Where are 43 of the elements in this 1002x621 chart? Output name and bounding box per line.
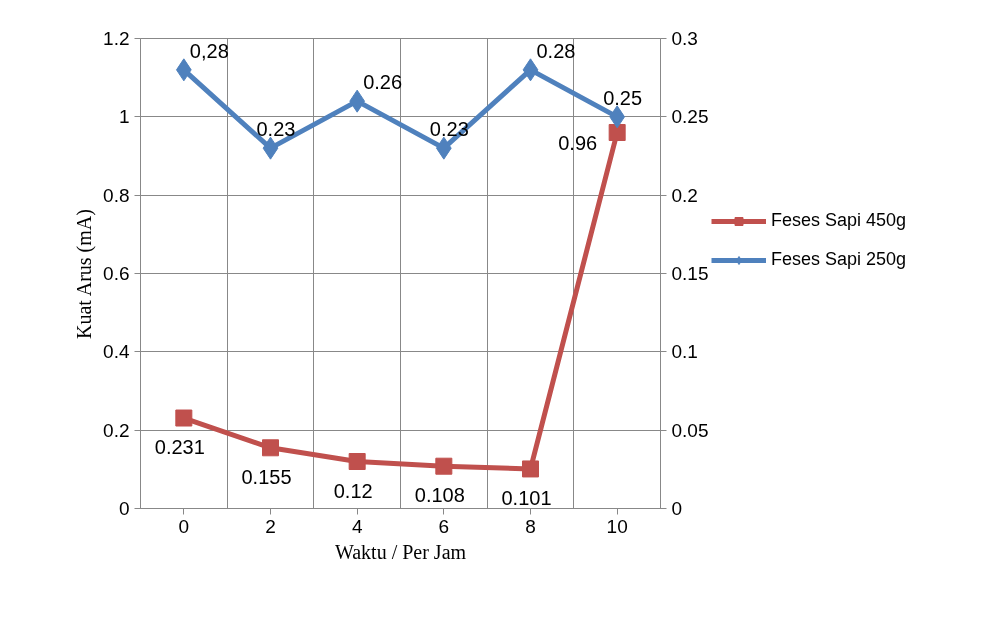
- y-tick-label: 0.8: [103, 184, 130, 206]
- y2-tick-label: 0.1: [671, 341, 698, 363]
- point: [522, 58, 539, 82]
- data-label: 0.12: [333, 479, 373, 502]
- x-tick-label: 8: [525, 515, 536, 537]
- point: [348, 453, 366, 470]
- data-label: 0.96: [558, 131, 598, 154]
- y-axis-title: Kuat Arus (mA): [73, 209, 97, 340]
- data-label: 0.28: [536, 39, 576, 62]
- y-tick-label: 0: [118, 498, 130, 519]
- data-label: 0,28: [189, 39, 229, 62]
- data-label: 0.108: [414, 484, 465, 507]
- point: [522, 460, 539, 478]
- data-label: 0.23: [256, 118, 296, 141]
- data-label: 0.101: [501, 486, 552, 509]
- y-tick-label: 1.2: [103, 28, 130, 49]
- y-tick-label: 0.2: [103, 419, 130, 441]
- point: [435, 457, 453, 475]
- x-tick-label: 6: [438, 515, 450, 537]
- legend-label: Feses Sapi 450g: [771, 210, 907, 231]
- data-label: 0.155: [241, 465, 292, 488]
- y2-tick-label: 0.05: [671, 419, 709, 441]
- x-tick-label: 4: [351, 515, 363, 537]
- point: [175, 409, 193, 427]
- x-axis-title: Waktu / Per Jam: [334, 540, 467, 563]
- y2-tick-label: 0.15: [671, 263, 709, 284]
- x-tick-label: 2: [265, 515, 276, 537]
- data-label: 0.26: [363, 71, 403, 94]
- point: [262, 136, 279, 160]
- y-tick-label: 1: [118, 106, 130, 128]
- y-tick-label: 0.4: [103, 341, 130, 363]
- y2-tick-label: 0.3: [671, 28, 698, 49]
- legend-label: Feses Sapi 250g: [771, 249, 907, 270]
- x-tick-label: 10: [606, 515, 628, 537]
- y-tick-label: 0.6: [103, 263, 130, 284]
- data-label: 0.231: [154, 436, 205, 459]
- x-tick-label: 0: [178, 515, 190, 537]
- y2-tick-label: 0.25: [671, 106, 709, 128]
- y2-tick-label: 0: [671, 498, 683, 519]
- y2-tick-label: 0.2: [671, 184, 698, 206]
- data-label: 0.25: [603, 86, 643, 109]
- point: [262, 439, 279, 457]
- point: [608, 124, 626, 141]
